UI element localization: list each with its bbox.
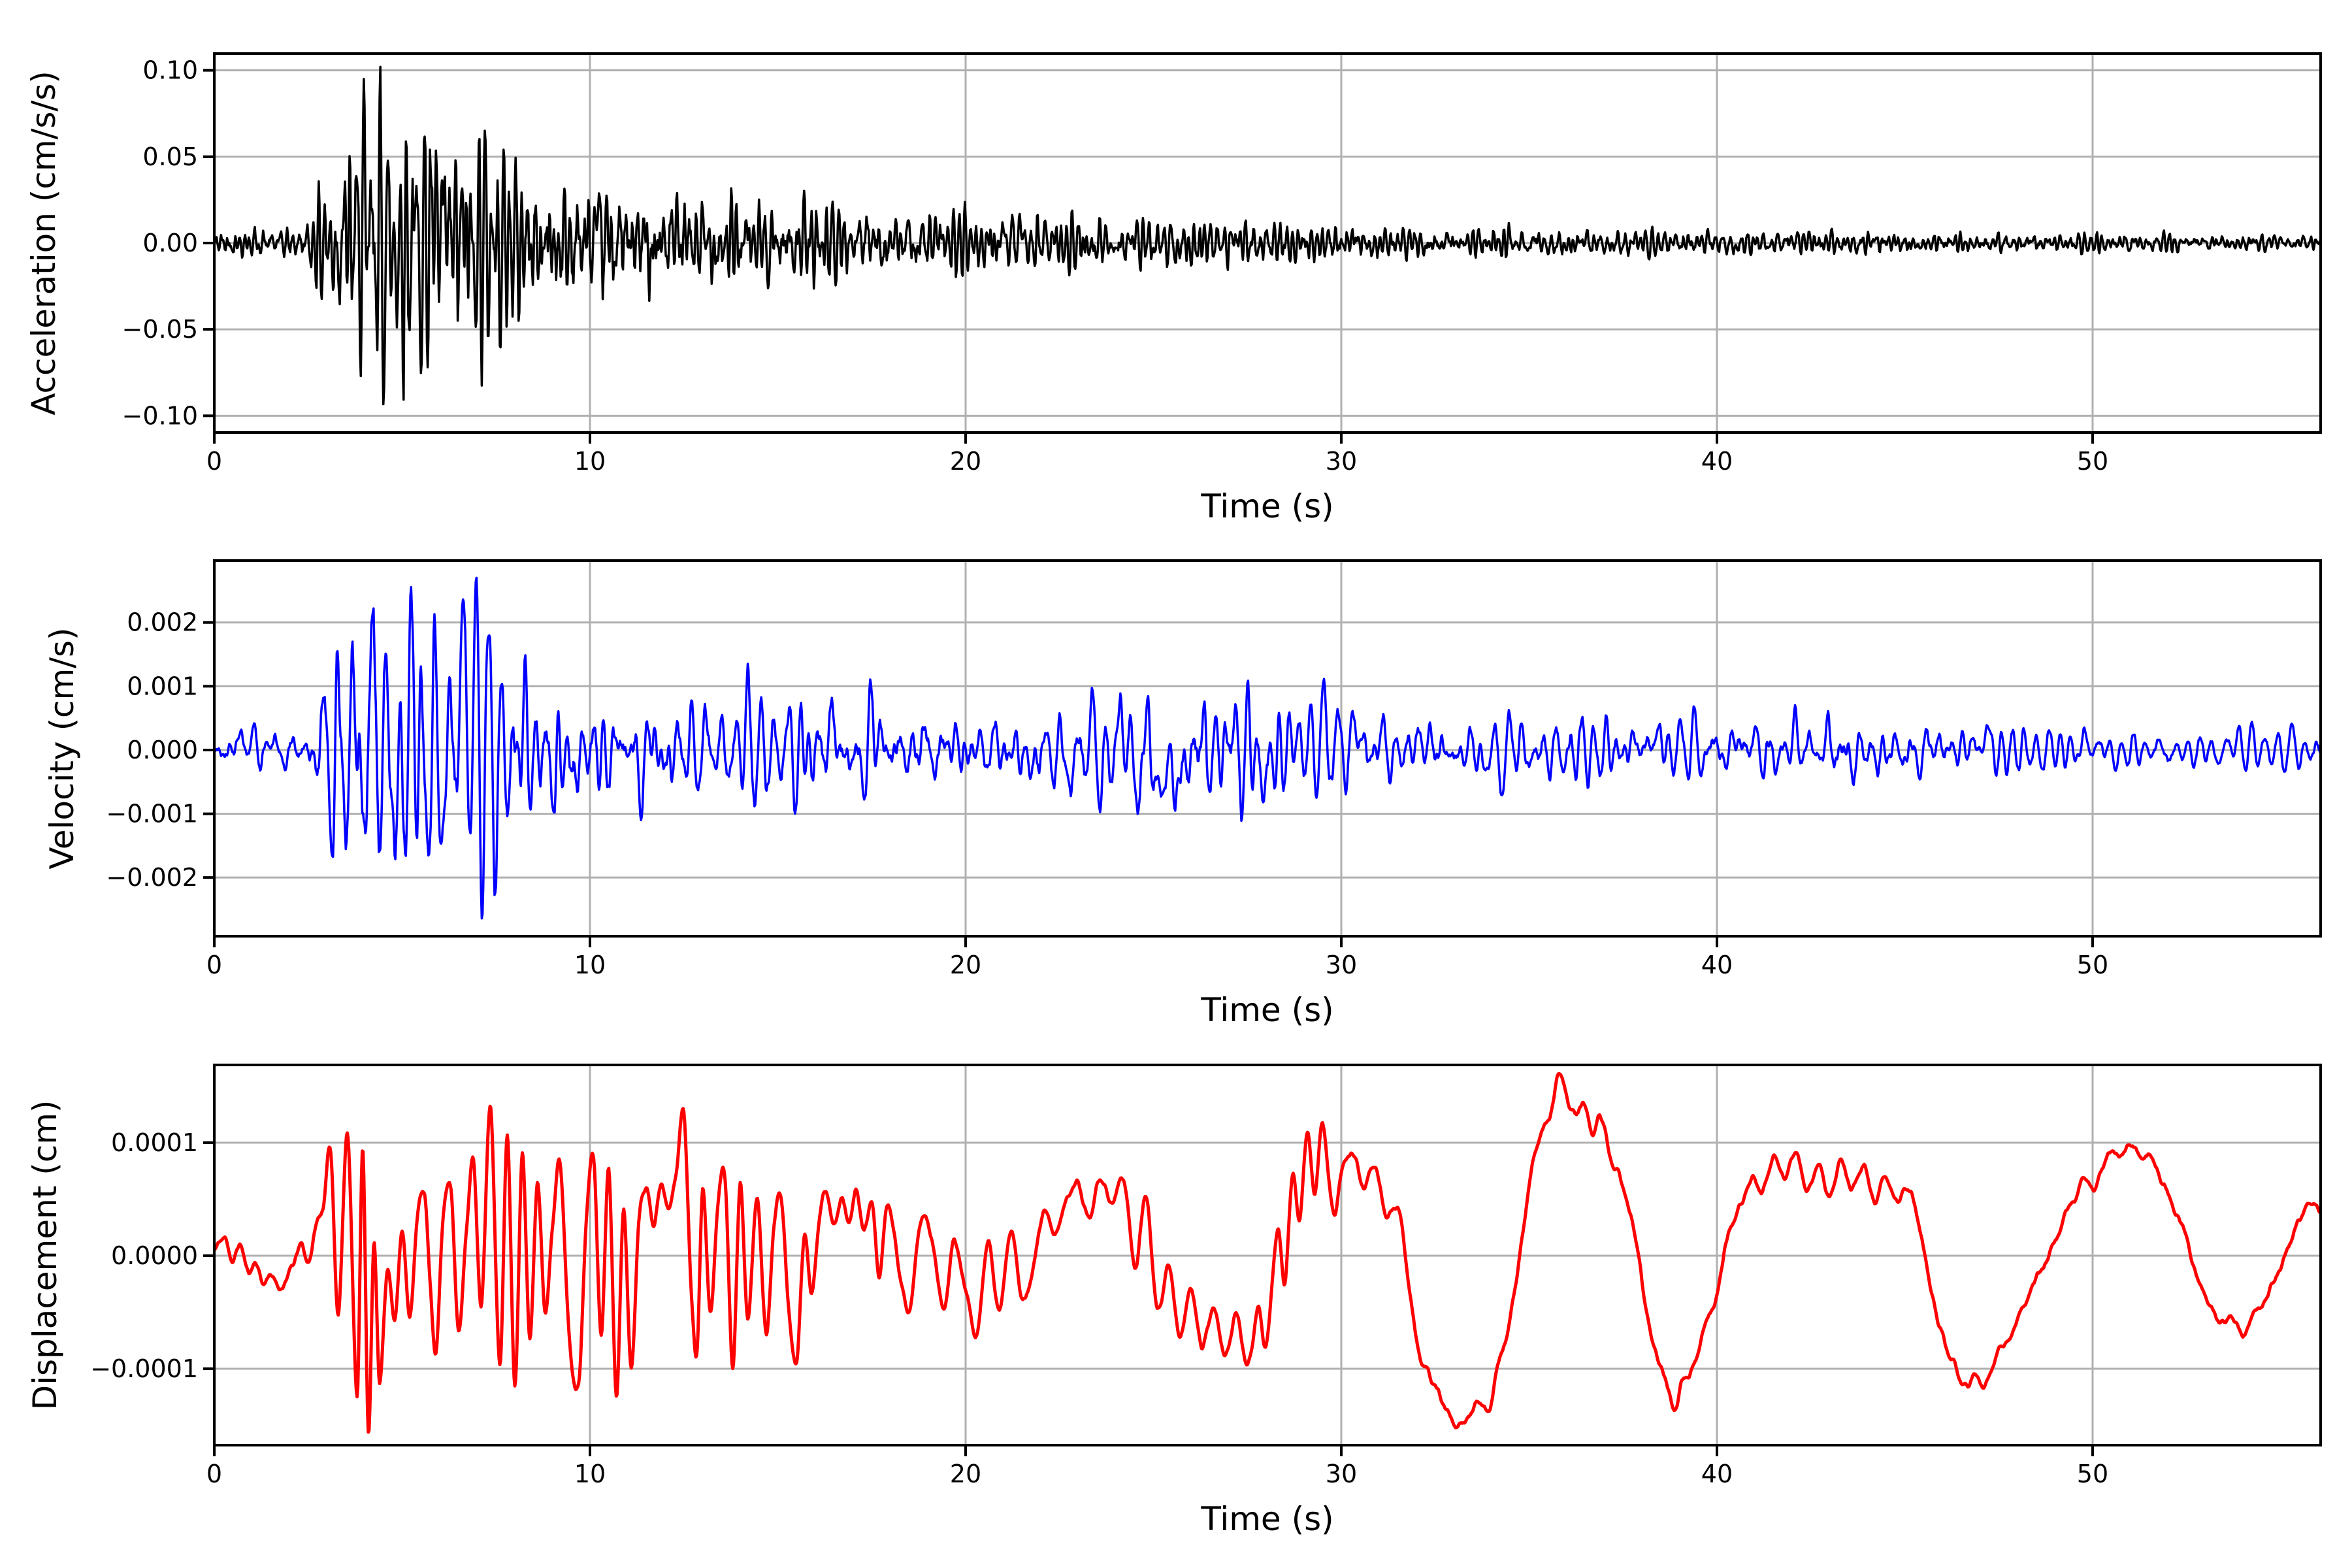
x-tick-label: 40 [1701, 1460, 1733, 1488]
y-axis-label: Velocity (cm/s) [43, 627, 81, 869]
y-tick-label: −0.002 [106, 863, 198, 892]
x-tick-label: 50 [2077, 447, 2108, 476]
y-tick-label: 0.10 [142, 56, 198, 85]
y-tick-label: 0.0001 [111, 1128, 198, 1157]
displacement-panel: 0 10 20 30 40 50 0.0001 0.0000 −0.0001 Time (s) Di… [26, 1064, 2322, 1538]
velocity-panel: 0 10 20 30 40 50 0.002 0.001 0.000 −0.001 −0.002 Ti… [43, 559, 2322, 1029]
x-tick-label: 30 [1326, 951, 1357, 979]
x-tick-label: 20 [950, 1460, 981, 1488]
x-tick-label: 30 [1326, 447, 1357, 476]
y-tick-label: 0.0000 [111, 1241, 198, 1270]
acceleration-trace [214, 65, 2321, 406]
x-tick-label: 0 [206, 447, 222, 476]
x-tick-label: 10 [574, 951, 606, 979]
y-tick-label: 0.000 [127, 736, 198, 764]
y-tick-label: 0.05 [142, 142, 198, 171]
acceleration-ticks: 0 10 20 30 40 50 0.10 0.05 0.00 −0.05 −0.10 [122, 56, 2109, 476]
y-tick-label: −0.001 [106, 800, 198, 828]
y-tick-label: −0.0001 [90, 1354, 198, 1383]
x-tick-label: 0 [206, 951, 222, 979]
x-tick-label: 40 [1701, 447, 1733, 476]
y-tick-label: −0.05 [122, 315, 198, 344]
x-tick-label: 50 [2077, 1460, 2108, 1488]
y-tick-label: 0.002 [127, 608, 198, 637]
x-tick-label: 10 [574, 1460, 606, 1488]
velocity-trace [214, 576, 2321, 920]
x-tick-label: 20 [950, 447, 981, 476]
x-tick-label: 20 [950, 951, 981, 979]
velocity-ticks: 0 10 20 30 40 50 0.002 0.001 0.000 −0.001 −0.002 [106, 608, 2108, 979]
y-axis-label: Acceleration (cm/s/s) [25, 71, 63, 416]
x-tick-label: 0 [206, 1460, 222, 1488]
acceleration-panel: 0 10 20 30 40 50 0.10 0.05 0.00 −0.05 −0.10 Time (s… [25, 52, 2322, 525]
displacement-trace [214, 1071, 2321, 1434]
x-tick-label: 10 [574, 447, 606, 476]
displacement-grid [213, 1065, 2321, 1445]
x-axis-label: Time (s) [1200, 991, 1333, 1029]
y-tick-label: −0.10 [122, 401, 198, 430]
displacement-ticks: 0 10 20 30 40 50 0.0001 0.0000 −0.0001 [90, 1128, 2108, 1488]
x-tick-label: 30 [1326, 1460, 1357, 1488]
x-tick-label: 40 [1701, 951, 1733, 979]
x-axis-label: Time (s) [1200, 487, 1333, 525]
y-tick-label: 0.001 [127, 672, 198, 700]
y-tick-label: 0.00 [142, 229, 198, 257]
x-axis-label: Time (s) [1200, 1500, 1333, 1538]
velocity-spines [213, 559, 2322, 938]
y-axis-label: Displacement (cm) [26, 1100, 64, 1411]
x-tick-label: 50 [2077, 951, 2108, 979]
